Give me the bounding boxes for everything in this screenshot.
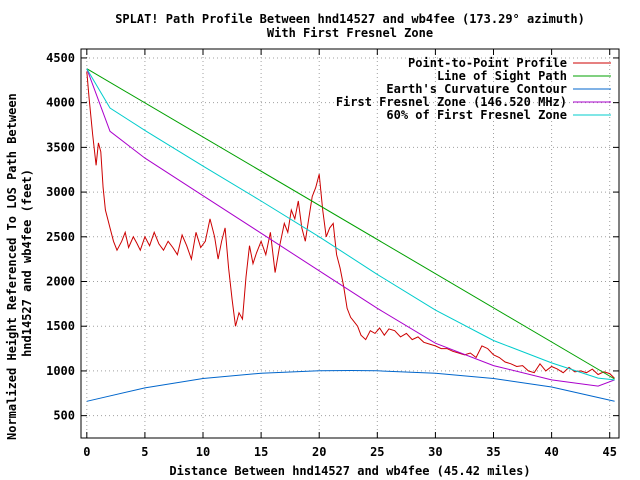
y-axis-label-line-1: Normalized Height Referenced To LOS Path… — [5, 93, 19, 440]
series-line-line-of-sight-path — [86, 68, 615, 380]
series-line-earth-s-curvature-contour — [86, 369, 615, 402]
x-tick-label: 30 — [428, 445, 442, 459]
y-tick-label: 2500 — [46, 230, 75, 244]
x-tick-label: 45 — [602, 445, 616, 459]
chart-title: SPLAT! Path Profile Between hnd14527 and… — [115, 12, 585, 26]
chart-subtitle: With First Fresnel Zone — [267, 26, 433, 40]
x-tick-label: 40 — [544, 445, 558, 459]
y-axis-label-line-2: hnd14527 and wb4fee (feet) — [20, 169, 34, 357]
legend-label: Point-to-Point Profile — [408, 56, 567, 70]
y-tick-label: 4000 — [46, 96, 75, 110]
y-tick-label: 1000 — [46, 364, 75, 378]
legend-label: Earth's Curvature Contour — [386, 82, 567, 96]
legend-label: 60% of First Fresnel Zone — [386, 108, 567, 122]
legend-label: First Fresnel Zone (146.520 MHz) — [336, 95, 567, 109]
y-tick-label: 500 — [53, 409, 75, 423]
y-tick-label: 3000 — [46, 185, 75, 199]
y-tick-label: 1500 — [46, 319, 75, 333]
plot-frame — [80, 48, 620, 439]
y-tick-label: 4500 — [46, 51, 75, 65]
series-line-point-to-point-profile — [86, 71, 615, 379]
series-lines — [86, 68, 615, 402]
x-tick-label: 0 — [83, 445, 90, 459]
y-tick-label: 3500 — [46, 140, 75, 154]
x-tick-label: 25 — [370, 445, 384, 459]
series-line-first-fresnel-zone-146-520-mhz — [86, 68, 615, 387]
x-tick-label: 15 — [254, 445, 268, 459]
x-axis-label: Distance Between hnd14527 and wb4fee (45… — [169, 464, 530, 478]
x-tick-label: 20 — [312, 445, 326, 459]
legend-label: Line of Sight Path — [437, 69, 567, 83]
y-tick-label: 2000 — [46, 275, 75, 289]
y-axis-label: Normalized Height Referenced To LOS Path… — [5, 86, 34, 440]
x-tick-label: 10 — [196, 445, 210, 459]
x-tick-label: 5 — [141, 445, 148, 459]
axis-ticks: 0 5 10 15 20 25 30 35 40 45 500 1000 1500 2000 2500 300… — [46, 49, 619, 459]
x-tick-label: 35 — [486, 445, 500, 459]
series-line-60-of-first-fresnel-zone — [86, 68, 615, 381]
